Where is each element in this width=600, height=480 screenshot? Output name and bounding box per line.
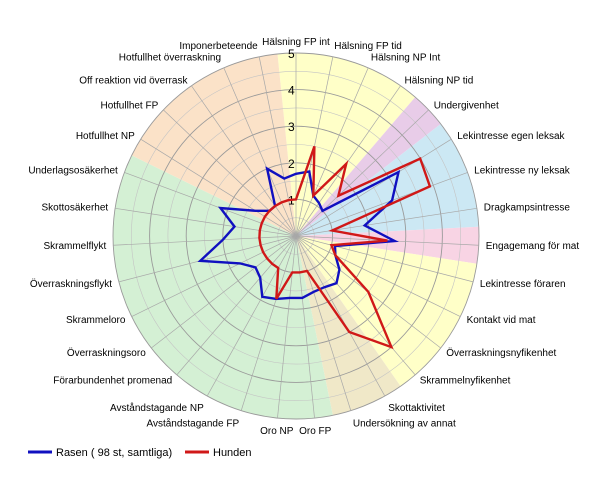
category-label-26: Hotfullhet NP (76, 131, 135, 142)
grid-spoke-14 (295, 235, 352, 411)
grid-spoke-29 (223, 67, 297, 237)
category-label-18: Avståndstagande NP (110, 402, 204, 414)
grid-spoke-15 (295, 235, 315, 419)
grid-spoke-10 (295, 235, 461, 317)
grid-spoke-20 (151, 235, 297, 349)
legend-label-series-0: Rasen ( 98 st, samtliga) (56, 447, 172, 459)
grid-spoke-18 (206, 235, 297, 397)
category-label-12: Skrammelnyfikenhet (420, 376, 511, 387)
grid-spoke-9 (295, 235, 474, 283)
grid-spoke-3 (295, 85, 401, 237)
category-label-5: Lekintresse egen leksak (457, 131, 565, 142)
grid-spoke-19 (176, 235, 297, 376)
category-label-13: Skottaktivitet (388, 403, 445, 414)
background-sector-5 (296, 236, 401, 416)
category-label-29: Hotfullhet överraskning (119, 52, 221, 63)
grid-spoke-21 (131, 235, 297, 317)
tick-label-4: 4 (288, 84, 295, 98)
category-label-17: Avståndstagande FP (146, 417, 239, 429)
series-line-1 (258, 146, 432, 350)
category-label-2: Hälsning NP Int (371, 52, 441, 63)
category-label-10: Kontakt vid mat (467, 315, 536, 326)
grid-spoke-6 (295, 172, 468, 237)
grid-spoke-12 (295, 235, 416, 376)
tick-label-2: 2 (288, 157, 295, 171)
category-label-27: Hotfullhet FP (100, 101, 158, 112)
grid-spoke-7 (295, 207, 477, 237)
grid-spoke-23 (113, 235, 297, 246)
category-label-30: Imponerbeteende (179, 41, 258, 52)
category-label-9: Lekintresse föraren (480, 279, 566, 290)
background-sector-6 (112, 155, 333, 419)
grid-spoke-26 (140, 138, 297, 237)
category-label-19: Förarbundenhet promenad (53, 376, 172, 387)
grid-spoke-24 (115, 207, 297, 237)
category-label-6: Lekintresse ny leksak (474, 166, 571, 177)
grid-spoke-30 (258, 56, 297, 237)
category-label-1: Hälsning FP tid (334, 41, 402, 52)
category-label-23: Skrammelflykt (43, 241, 106, 252)
category-label-7: Dragkampsintresse (484, 203, 571, 214)
grid-spoke-4 (295, 109, 429, 237)
series-line-0 (197, 166, 401, 301)
tick-label-3: 3 (288, 120, 295, 134)
legend-label-series-1: Hunden (213, 447, 252, 459)
background-sector-3 (296, 226, 479, 264)
grid-spoke-5 (295, 138, 452, 237)
category-label-8: Engagemang för mat (486, 241, 580, 252)
category-label-4: Undergivenhet (434, 101, 499, 112)
grid-spoke-16 (277, 235, 297, 419)
grid-spoke-28 (191, 85, 297, 237)
category-label-24: Skottosäkerhet (41, 203, 108, 214)
category-label-14: Undersökning av annat (353, 418, 456, 429)
category-label-16: Oro NP (260, 426, 294, 437)
grid-spoke-27 (163, 109, 297, 237)
grid-spoke-25 (124, 172, 297, 237)
category-label-3: Hälsning NP tid (405, 76, 474, 87)
category-label-21: Skrammeloro (66, 315, 126, 326)
grid-spoke-13 (295, 235, 386, 397)
background-sector-4 (296, 236, 477, 387)
category-label-20: Överraskningsoro (67, 347, 146, 359)
category-label-11: Överraskningsnyfikenhet (446, 347, 556, 359)
tick-label-5: 5 (288, 47, 295, 61)
grid-spoke-22 (118, 235, 297, 283)
grid-spoke-2 (295, 67, 369, 237)
category-label-25: Underlagsosäkerhet (28, 166, 118, 177)
category-label-28: Off reaktion vid överrask (79, 76, 188, 87)
background-sector-2 (296, 123, 479, 236)
grid-spoke-17 (240, 235, 297, 411)
legend: Rasen ( 98 st, samtliga) Hunden (28, 447, 252, 459)
category-label-15: Oro FP (299, 426, 332, 437)
background-sector-7 (131, 53, 296, 236)
series-group (197, 146, 432, 350)
category-label-0: Hälsning FP int (262, 37, 330, 48)
category-label-22: Överraskningsflykt (30, 278, 112, 290)
